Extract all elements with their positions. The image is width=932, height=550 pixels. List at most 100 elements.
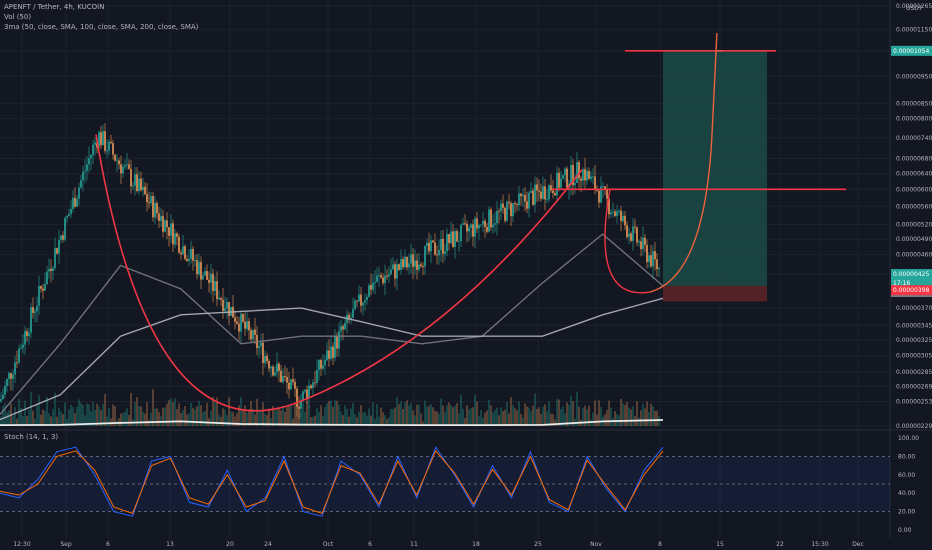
volume-bar xyxy=(344,405,346,426)
candle-body xyxy=(510,203,512,217)
volume-bar xyxy=(158,412,160,426)
volume-bar xyxy=(24,400,26,426)
x-tick-label: 6 xyxy=(106,541,110,548)
volume-bar xyxy=(194,409,196,426)
candle-body xyxy=(446,233,448,252)
volume-bar xyxy=(248,409,250,426)
candle-body xyxy=(566,168,568,188)
candle-body xyxy=(316,370,318,383)
candle-body xyxy=(644,237,646,245)
price-axis[interactable]: 0.00001265 0.00001150 0.00001054 0.00000950… xyxy=(896,3,932,534)
volume-bar xyxy=(562,406,564,426)
volume-bar xyxy=(152,389,154,426)
symbol-legend[interactable]: APENFT / Tether, 4h, KUCOIN xyxy=(4,3,105,11)
candle-body xyxy=(352,309,354,318)
candle-body xyxy=(490,209,492,228)
stoch-tick-label: 60.00 xyxy=(898,472,915,479)
price-tag xyxy=(891,45,932,56)
candle-body xyxy=(656,259,658,270)
volume-bar xyxy=(340,411,342,426)
candle-body xyxy=(110,141,112,144)
candle-body xyxy=(254,329,256,335)
candle-body xyxy=(498,210,500,212)
candle-body xyxy=(476,218,478,229)
candle-body xyxy=(624,215,626,226)
y-tick-label: 0.00000950 xyxy=(896,73,932,80)
candle-body xyxy=(450,231,452,244)
position-zones xyxy=(663,50,767,302)
candle-body xyxy=(388,274,390,277)
candle-body xyxy=(502,203,504,208)
candle-body xyxy=(264,355,266,363)
candle-body xyxy=(470,224,472,228)
x-tick-label: Nov xyxy=(590,541,602,548)
candle-body xyxy=(434,242,436,255)
volume-bar xyxy=(316,408,318,426)
candle-body xyxy=(80,180,82,188)
volume-bar xyxy=(556,398,558,426)
ma-legend[interactable]: 3ma (50, close, SMA, 100, close, SMA, 20… xyxy=(4,23,199,31)
time-axis[interactable]: 12:30 Sep 6 13 20 24 Oct 6 11 18 25 Nov 8 15 22 15:30 De… xyxy=(13,541,863,548)
price-tag-label: 17:16 xyxy=(893,280,910,287)
price-tag-label: 0.00001054 xyxy=(893,48,929,55)
volume-bar xyxy=(532,405,534,426)
candle-body xyxy=(296,388,298,407)
stoch-legend[interactable]: Stoch (14, 1, 3) xyxy=(4,433,59,441)
candle-body xyxy=(210,273,212,283)
volume-bar xyxy=(130,392,132,426)
price-tags: 0.000010540.0000042517:160.000004160.000… xyxy=(891,45,932,298)
volume-bar xyxy=(16,418,18,426)
candle-body xyxy=(66,216,68,219)
volume-bar xyxy=(582,407,584,426)
volume-bar xyxy=(362,412,364,426)
volume-bar xyxy=(128,415,130,426)
candle-body xyxy=(302,391,304,401)
y-tick-label: 0.00000490 xyxy=(896,236,932,243)
candle-body xyxy=(152,196,154,218)
candle-body xyxy=(556,172,558,196)
cup-curve xyxy=(95,134,583,412)
volume-bar xyxy=(470,408,472,426)
candle-body xyxy=(360,294,362,306)
candle-body xyxy=(30,307,32,333)
volume-legend[interactable]: Vol (50) xyxy=(4,13,32,21)
volume-bar xyxy=(438,413,440,426)
volume-bar xyxy=(398,404,400,426)
candle-body xyxy=(466,223,468,232)
volume-bar xyxy=(0,416,2,426)
candle-body xyxy=(58,239,60,254)
volume-bar xyxy=(28,409,30,426)
volume-bar xyxy=(448,402,450,426)
candle-body xyxy=(462,223,464,225)
volume-bar xyxy=(154,408,156,426)
candle-body xyxy=(646,244,648,263)
candle-body xyxy=(322,365,324,369)
volume-bar xyxy=(164,407,166,426)
candle-body xyxy=(320,359,322,369)
volume-bar xyxy=(486,410,488,426)
candles xyxy=(0,123,660,419)
candle-body xyxy=(424,245,426,267)
candle-body xyxy=(554,193,556,196)
volume-bar xyxy=(586,409,588,426)
candle-body xyxy=(8,373,10,379)
candle-body xyxy=(604,186,606,190)
volume-bar xyxy=(656,410,658,426)
volume-bar xyxy=(616,414,618,426)
candle-body xyxy=(500,203,502,212)
candle-body xyxy=(274,372,276,376)
candle-body xyxy=(286,377,288,383)
candle-body xyxy=(516,204,518,206)
volume-bar xyxy=(96,403,98,426)
volume-bar xyxy=(632,406,634,426)
volume-bar xyxy=(20,408,22,426)
candle-body xyxy=(632,226,634,241)
volume-bar xyxy=(94,409,96,426)
candle-body xyxy=(374,281,376,283)
volume-bar xyxy=(236,413,238,426)
volume-bar xyxy=(202,412,204,426)
y-tick-label: 0.00000285 xyxy=(896,369,932,376)
y-tick-label: 0.00000269 xyxy=(896,383,932,390)
volume-bar xyxy=(108,408,110,426)
